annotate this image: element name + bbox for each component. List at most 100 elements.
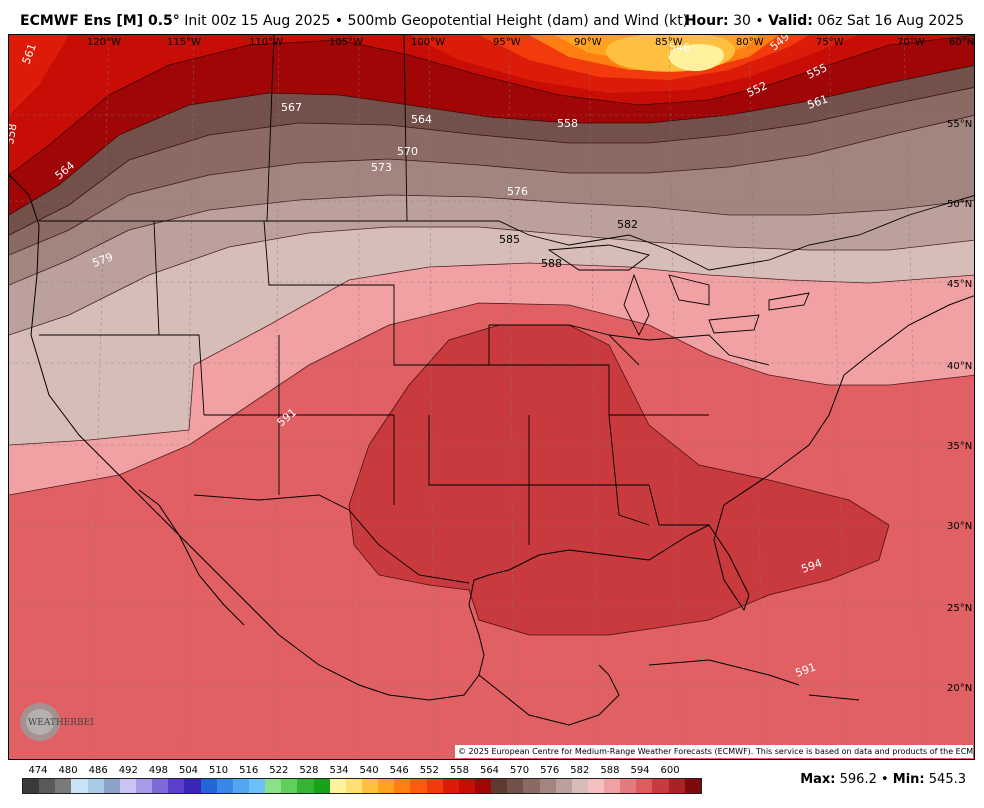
legend-swatch xyxy=(345,779,362,793)
legend-labels: 474 480 486 492 498 504 510 516 522 528 534 540 546 5… xyxy=(22,765,722,778)
legend-swatch xyxy=(135,779,153,793)
chart-title: ECMWF Ens [M] 0.5° Init 00z 15 Aug 2025 … xyxy=(20,13,689,29)
graticule xyxy=(9,35,974,759)
legend-swatch xyxy=(684,779,701,793)
legend-swatch xyxy=(410,779,427,793)
lat-label: 30°N xyxy=(947,521,972,532)
hour-value: 30 xyxy=(733,13,751,29)
legend-swatch xyxy=(200,779,217,793)
legend-swatch xyxy=(361,779,379,793)
legend-swatch xyxy=(539,779,556,793)
lon-label: 80°W xyxy=(736,37,764,48)
legend-swatch xyxy=(265,779,282,793)
contour-label: 588 xyxy=(541,257,562,270)
legend-swatch xyxy=(620,779,637,793)
legend-swatch xyxy=(248,779,266,793)
legend-swatch xyxy=(394,779,411,793)
legend-swatch xyxy=(571,779,588,793)
contour-label: 573 xyxy=(371,161,392,174)
legend-swatch xyxy=(119,779,136,793)
lat-label: 35°N xyxy=(947,441,972,452)
legend-label: 486 xyxy=(88,765,108,776)
legend-label: 510 xyxy=(209,765,229,776)
legend-swatch xyxy=(71,779,88,793)
lon-label: 120°W xyxy=(87,37,121,48)
legend-swatch xyxy=(604,779,621,793)
legend-swatch xyxy=(168,779,185,793)
lon-label: 70°W xyxy=(897,37,925,48)
legend-swatch xyxy=(23,779,40,793)
valid-label: Valid: xyxy=(768,13,813,29)
contour-label: 567 xyxy=(281,101,302,114)
lon-label: 90°W xyxy=(574,37,602,48)
lon-label: 60°N xyxy=(949,37,974,48)
legend-swatch xyxy=(442,779,459,793)
contour-label: 570 xyxy=(397,145,418,158)
lon-label: 95°W xyxy=(493,37,521,48)
copyright-notice: © 2025 European Centre for Medium-Range … xyxy=(455,745,973,758)
lat-label: 25°N xyxy=(947,603,972,614)
legend-label: 516 xyxy=(239,765,259,776)
lat-label: 50°N xyxy=(947,199,972,210)
forecast-map: 561 558 564 567 564 570 573 576 579 585 … xyxy=(8,34,975,760)
great-lakes xyxy=(547,244,810,337)
weatherbell-logo: WEATHERBELL xyxy=(20,703,94,741)
lon-label: 85°W xyxy=(655,37,683,48)
model-name: ECMWF Ens [M] 0.5 xyxy=(20,13,173,29)
color-legend: 474 480 486 492 498 504 510 516 522 528 534 540 546 5… xyxy=(22,765,722,794)
legend-swatch xyxy=(491,779,508,793)
lat-label: 55°N xyxy=(947,119,972,130)
contour-label: 558 xyxy=(557,117,578,130)
legend-label: 504 xyxy=(178,765,199,776)
logo-text: WEATHERBELL xyxy=(28,718,94,728)
contour-label: 582 xyxy=(617,218,638,231)
legend-label: 480 xyxy=(58,765,78,776)
contour-label-group: 561 558 564 567 564 570 573 576 579 585 … xyxy=(9,35,830,680)
valid-value: 06z Sat 16 Aug 2025 xyxy=(817,13,964,29)
legend-label: 540 xyxy=(359,765,379,776)
legend-swatch xyxy=(329,779,346,793)
contour-label: 564 xyxy=(411,113,432,126)
longitude-labels: 120°W 115°W 110°W 105°W 100°W 95°W 90°W … xyxy=(87,37,974,48)
legend-label: 534 xyxy=(329,765,349,776)
product-name: 500mb Geopotential Height (dam) and Wind… xyxy=(347,13,689,29)
legend-bar xyxy=(22,778,702,794)
borders xyxy=(39,35,974,584)
legend-label: 576 xyxy=(540,765,560,776)
latitude-labels: 55°N 50°N 45°N 40°N 35°N 30°N 25°N 20°N xyxy=(947,119,972,694)
legend-swatch xyxy=(216,779,233,793)
legend-swatch xyxy=(636,779,653,793)
legend-label: 570 xyxy=(510,765,530,776)
legend-label: 558 xyxy=(449,765,469,776)
legend-label: 522 xyxy=(269,765,289,776)
fill-594-core xyxy=(349,325,889,635)
max-label: Max: xyxy=(800,772,836,787)
degree-symbol: ° xyxy=(172,13,180,29)
legend-swatch xyxy=(523,779,540,793)
contour-label: 576 xyxy=(507,185,528,198)
legend-swatch xyxy=(103,779,120,793)
legend-swatch xyxy=(474,779,492,793)
min-label: Min: xyxy=(892,772,925,787)
legend-label: 528 xyxy=(299,765,319,776)
contour-label: 585 xyxy=(499,233,520,246)
legend-swatch xyxy=(555,779,572,793)
legend-swatch xyxy=(378,779,395,793)
legend-swatch xyxy=(297,779,314,793)
fill-546-core xyxy=(668,44,724,72)
legend-label: 474 xyxy=(28,765,48,776)
legend-swatch xyxy=(507,779,524,793)
lon-label: 105°W xyxy=(329,37,363,48)
min-value: 545.3 xyxy=(928,772,966,787)
legend-swatch xyxy=(281,779,298,793)
map-svg: 561 558 564 567 564 570 573 576 579 585 … xyxy=(9,35,974,759)
legend-swatch xyxy=(152,779,169,793)
legend-label: 498 xyxy=(148,765,168,776)
contour-label: 558 xyxy=(9,123,20,146)
legend-swatch xyxy=(39,779,56,793)
legend-swatch xyxy=(458,779,475,793)
init-time: Init 00z 15 Aug 2025 xyxy=(184,13,331,29)
contour-label: 546 xyxy=(669,41,690,54)
lat-label: 45°N xyxy=(947,279,972,290)
legend-label: 594 xyxy=(630,765,650,776)
